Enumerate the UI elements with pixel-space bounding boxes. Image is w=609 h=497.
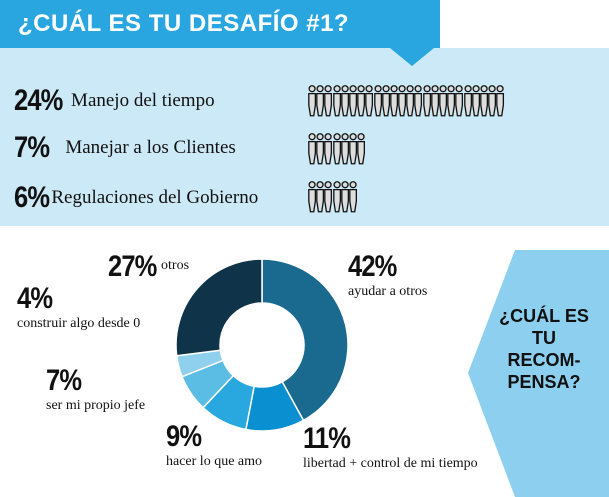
header-pointer xyxy=(390,48,434,66)
challenge-pct: 6% xyxy=(14,181,50,214)
challenges-panel xyxy=(0,48,609,226)
reward-title: ¿CUÁL ES TU RECOM- PENSA? xyxy=(484,305,604,393)
people-pictogram xyxy=(308,132,366,171)
slice-name: ayudar a otros xyxy=(348,284,428,299)
person-icon xyxy=(324,132,333,171)
people-pictogram xyxy=(308,180,357,219)
person-icon xyxy=(308,132,317,171)
slice-name: ser mi propio jefe xyxy=(46,398,146,413)
person-icon xyxy=(357,132,366,171)
slice-pct: 42% xyxy=(348,250,397,283)
person-icon xyxy=(430,84,439,123)
person-icon xyxy=(349,180,357,219)
slice-pct: 9% xyxy=(166,420,202,453)
slice-pct: 4% xyxy=(17,282,53,315)
person-icon xyxy=(308,84,317,123)
donut-slice xyxy=(261,258,349,422)
person-icon xyxy=(488,84,497,123)
header-banner: ¿CUÁL ES TU DESAFÍO #1? xyxy=(0,0,440,48)
slice-name: libertad + control de mi tiempo xyxy=(303,456,478,471)
slice-label: 7% ser mi propio jefe xyxy=(46,364,145,414)
person-icon xyxy=(324,84,333,123)
challenge-row: 6% Regulaciones del Gobierno xyxy=(14,180,258,216)
person-icon xyxy=(390,84,398,123)
challenge-row: 7% Manejar a los Clientes xyxy=(14,130,236,166)
slice-label: 11% libertad + control de mi tiempo xyxy=(303,422,478,472)
person-icon xyxy=(332,84,341,123)
person-icon xyxy=(316,132,325,171)
reward-title-line: ¿CUÁL ES xyxy=(499,306,589,326)
challenge-pct: 24% xyxy=(14,84,63,117)
person-icon xyxy=(332,180,341,219)
person-icon xyxy=(340,84,349,123)
slice-name: hacer lo que amo xyxy=(166,454,263,469)
person-icon xyxy=(349,84,357,123)
slice-pct: 11% xyxy=(303,422,351,455)
slice-pct: 27% xyxy=(108,250,157,283)
challenge-label: Manejar a los Clientes xyxy=(65,137,236,158)
person-icon xyxy=(439,84,448,123)
person-icon xyxy=(316,180,325,219)
slice-label: 4% construir algo desde 0 xyxy=(17,282,140,332)
person-icon xyxy=(463,84,472,123)
person-icon xyxy=(471,84,480,123)
person-icon xyxy=(496,84,505,123)
person-icon xyxy=(308,180,317,219)
person-icon xyxy=(480,84,488,123)
challenge-pct: 7% xyxy=(14,131,50,164)
person-icon xyxy=(447,84,456,123)
person-icon xyxy=(373,84,382,123)
person-icon xyxy=(422,84,431,123)
donut-slice xyxy=(175,258,263,357)
person-icon xyxy=(324,180,333,219)
slice-label: 27% otros xyxy=(108,250,189,284)
header-title: ¿CUÁL ES TU DESAFÍO #1? xyxy=(18,10,350,37)
person-icon xyxy=(340,132,349,171)
slice-name: construir algo desde 0 xyxy=(17,316,141,331)
slice-name: otros xyxy=(161,258,190,273)
person-icon xyxy=(349,132,357,171)
reward-title-line: TU xyxy=(532,328,556,348)
person-icon xyxy=(316,84,325,123)
person-icon xyxy=(357,84,366,123)
person-icon xyxy=(414,84,423,123)
person-icon xyxy=(398,84,407,123)
slice-pct: 7% xyxy=(46,364,82,397)
person-icon xyxy=(406,84,415,123)
challenge-row: 24% Manejo del tiempo xyxy=(14,83,215,119)
people-pictogram xyxy=(308,84,505,123)
person-icon xyxy=(365,84,374,123)
challenge-label: Regulaciones del Gobierno xyxy=(51,187,259,208)
person-icon xyxy=(381,84,390,123)
reward-title-line: PENSA? xyxy=(507,372,581,392)
person-icon xyxy=(332,132,341,171)
person-icon xyxy=(455,84,464,123)
challenge-label: Manejo del tiempo xyxy=(71,90,215,111)
slice-label: 9% hacer lo que amo xyxy=(166,420,262,470)
person-icon xyxy=(340,180,349,219)
slice-label: 42% ayudar a otros xyxy=(348,250,427,300)
reward-title-line: RECOM- xyxy=(507,350,581,370)
